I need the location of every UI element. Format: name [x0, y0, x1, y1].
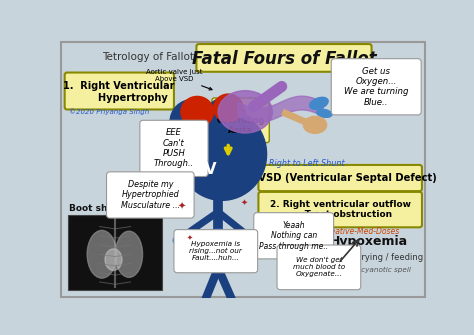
Text: We don't get
much blood to
Oxygenate...: We don't get much blood to Oxygenate...: [293, 257, 345, 277]
FancyBboxPatch shape: [174, 229, 258, 273]
Ellipse shape: [167, 301, 207, 335]
FancyBboxPatch shape: [196, 44, 372, 72]
Text: Fatal Fours of Fallot: Fatal Fours of Fallot: [191, 50, 376, 68]
Ellipse shape: [177, 108, 266, 200]
Ellipse shape: [206, 97, 246, 137]
FancyArrowPatch shape: [254, 86, 282, 106]
Ellipse shape: [116, 231, 143, 277]
Text: Hypoxemia is
rising...not our
Fault....huh...: Hypoxemia is rising...not our Fault....h…: [189, 241, 242, 261]
Text: ✦: ✦: [178, 202, 186, 211]
Ellipse shape: [105, 249, 122, 270]
Text: ©2020 Priyanga Singh: ©2020 Priyanga Singh: [69, 109, 149, 115]
FancyBboxPatch shape: [64, 73, 174, 110]
FancyBboxPatch shape: [212, 98, 269, 143]
Text: RV: RV: [193, 162, 217, 177]
Text: 4.
Overriding
Aorta: 4. Overriding Aorta: [217, 106, 264, 135]
Ellipse shape: [317, 109, 332, 117]
FancyBboxPatch shape: [254, 213, 334, 259]
Ellipse shape: [310, 97, 328, 110]
Ellipse shape: [170, 99, 215, 144]
FancyBboxPatch shape: [61, 42, 425, 296]
Text: 2. Right ventricular outflow
     Tract obstruction: 2. Right ventricular outflow Tract obstr…: [270, 200, 411, 219]
Text: On X ray: On X ray: [143, 204, 182, 213]
Ellipse shape: [218, 91, 273, 133]
Text: Creative-Med-Doses: Creative-Med-Doses: [323, 227, 400, 236]
FancyBboxPatch shape: [258, 165, 422, 191]
FancyBboxPatch shape: [331, 59, 421, 115]
FancyBboxPatch shape: [68, 215, 162, 290]
Ellipse shape: [181, 96, 213, 127]
Text: Right to Left Shunt: Right to Left Shunt: [269, 159, 345, 168]
Text: EEE
Can't
PUSH
Through..: EEE Can't PUSH Through..: [154, 128, 194, 169]
Text: ✦: ✦: [240, 197, 247, 206]
Ellipse shape: [87, 230, 117, 278]
FancyBboxPatch shape: [140, 120, 208, 177]
FancyBboxPatch shape: [258, 192, 422, 227]
FancyBboxPatch shape: [277, 245, 361, 290]
Text: 1.  Right Ventricular
        Hypertrophy: 1. Right Ventricular Hypertrophy: [63, 81, 175, 103]
FancyBboxPatch shape: [107, 172, 194, 218]
Ellipse shape: [213, 94, 243, 122]
Text: Boot shaped heart: Boot shaped heart: [69, 204, 163, 213]
Ellipse shape: [255, 241, 263, 248]
Ellipse shape: [173, 237, 181, 244]
Text: 3. VSD (Ventricular Septal Defect): 3. VSD (Ventricular Septal Defect): [244, 173, 437, 183]
Text: Hypoxemia: Hypoxemia: [330, 236, 408, 249]
Ellipse shape: [303, 117, 327, 133]
Text: ✦: ✦: [186, 234, 192, 240]
Text: Despite my
Hypertrophied
Musculature ...: Despite my Hypertrophied Musculature ...: [121, 180, 180, 210]
Ellipse shape: [215, 304, 252, 335]
Text: Tetrology of Fallot: Tetrology of Fallot: [102, 52, 194, 62]
Text: Leads to cyanotic spell: Leads to cyanotic spell: [328, 267, 410, 273]
Text: Get us
Oxygen...
We are turning
Blue..: Get us Oxygen... We are turning Blue..: [344, 67, 409, 107]
Text: Aortic valve just
Above VSD: Aortic valve just Above VSD: [146, 69, 212, 90]
Text: Exercise/ crying / feeding: Exercise/ crying / feeding: [316, 253, 423, 262]
Text: Yeaah
Nothing can
Pass through me..: Yeaah Nothing can Pass through me..: [259, 221, 328, 251]
